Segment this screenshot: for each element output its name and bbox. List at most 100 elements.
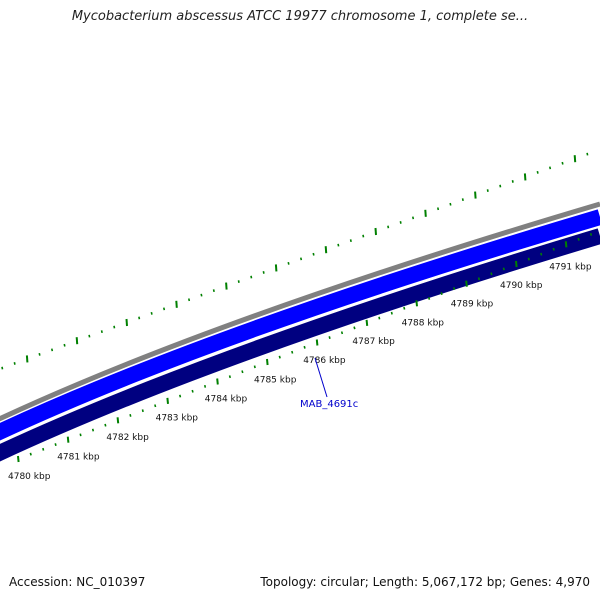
outer-major-tick xyxy=(324,246,328,254)
outer-major-tick xyxy=(573,155,577,163)
outer-minor-tick xyxy=(437,207,440,211)
minor-tick xyxy=(42,447,45,451)
outer-minor-tick xyxy=(38,352,41,356)
outer-minor-tick xyxy=(13,362,16,365)
major-tick xyxy=(266,358,269,366)
minor-tick xyxy=(191,389,194,393)
minor-tick xyxy=(390,311,393,315)
gene-annotation[interactable]: MAB_4691c xyxy=(300,357,358,410)
minor-tick xyxy=(552,247,555,251)
outer-minor-tick xyxy=(51,348,54,352)
minor-tick xyxy=(291,350,294,354)
gene-leader-line xyxy=(314,357,328,398)
scale-label: 4783 kbp xyxy=(156,414,199,424)
minor-tick xyxy=(278,355,281,359)
outer-major-tick xyxy=(274,264,278,272)
outer-minor-tick xyxy=(300,257,303,261)
outer-minor-tick xyxy=(387,225,390,229)
outer-minor-tick xyxy=(511,180,514,183)
outer-minor-tick xyxy=(461,198,464,202)
minor-tick xyxy=(378,316,381,320)
accession-text: Accession: NC_010397 xyxy=(9,575,146,589)
minor-tick xyxy=(29,452,32,456)
minor-tick xyxy=(141,409,144,413)
minor-tick xyxy=(403,306,406,310)
outer-minor-tick xyxy=(150,311,153,315)
outer-minor-tick xyxy=(262,271,265,274)
outer-minor-tick xyxy=(200,293,203,297)
outer-minor-tick xyxy=(399,221,402,224)
minor-tick xyxy=(228,375,231,379)
minor-tick xyxy=(54,443,57,446)
outer-minor-tick xyxy=(113,325,116,329)
minor-tick xyxy=(340,331,344,335)
minor-tick xyxy=(154,404,157,408)
minor-tick xyxy=(589,233,593,236)
outer-minor-tick xyxy=(362,234,365,238)
minor-tick xyxy=(303,345,306,349)
scale-label: 4781 kbp xyxy=(57,452,100,462)
major-tick xyxy=(415,300,418,307)
outer-minor-tick xyxy=(63,343,66,347)
reverse-strand-track[interactable] xyxy=(0,228,600,462)
outer-minor-tick xyxy=(250,275,253,279)
scale-label: 4785 kbp xyxy=(254,375,297,385)
outer-minor-tick xyxy=(536,170,539,174)
outer-major-tick xyxy=(374,227,377,236)
scale-label: 4787 kbp xyxy=(352,337,395,347)
minor-tick xyxy=(79,433,82,437)
outer-minor-tick xyxy=(349,239,352,243)
outer-minor-tick xyxy=(337,243,340,247)
minor-tick xyxy=(179,394,182,398)
scale-label: 4791 kbp xyxy=(549,262,592,272)
minor-tick xyxy=(91,428,95,432)
outer-minor-tick xyxy=(1,366,4,370)
gene-label[interactable]: MAB_4691c xyxy=(300,399,358,410)
map-title: Mycobacterium abscessus ATCC 19977 chrom… xyxy=(71,9,529,24)
major-tick xyxy=(166,397,169,404)
minor-tick xyxy=(241,370,244,374)
outer-minor-tick xyxy=(188,298,191,302)
major-tick xyxy=(66,436,70,443)
outer-minor-tick xyxy=(163,307,166,311)
outer-minor-tick xyxy=(499,184,502,188)
outer-ring-line xyxy=(0,201,600,422)
major-tick xyxy=(17,455,20,463)
minor-tick xyxy=(490,272,493,276)
outer-minor-tick xyxy=(549,166,552,170)
scale-label: 4784 kbp xyxy=(205,394,248,404)
forward-strand-track[interactable] xyxy=(0,209,600,441)
minor-tick xyxy=(527,257,530,261)
scale-label: 4788 kbp xyxy=(402,318,445,328)
minor-tick xyxy=(204,384,207,388)
outer-minor-tick xyxy=(88,334,91,338)
scale-labels: 4780 kbp 4781 kbp 4782 kbp 4783 kbp 4784 kbp… xyxy=(8,262,592,482)
minor-tick xyxy=(428,297,431,300)
outer-minor-tick xyxy=(586,152,589,156)
minor-tick xyxy=(453,287,456,290)
major-tick xyxy=(216,378,219,385)
summary-text: Topology: circular; Length: 5,067,172 bp… xyxy=(260,575,590,589)
outer-minor-tick xyxy=(138,316,141,320)
minor-tick xyxy=(328,336,331,339)
minor-tick xyxy=(129,414,132,417)
outer-minor-tick xyxy=(212,289,215,293)
inner-tick-track xyxy=(17,233,593,463)
major-tick xyxy=(465,280,468,287)
scale-label: 4790 kbp xyxy=(500,281,543,291)
outer-minor-tick xyxy=(312,252,315,256)
scale-label: 4789 kbp xyxy=(451,300,494,310)
outer-major-tick xyxy=(125,318,128,327)
outer-major-tick xyxy=(424,209,427,217)
minor-tick xyxy=(440,292,443,295)
outer-minor-tick xyxy=(100,330,103,334)
outer-major-tick xyxy=(225,282,228,290)
outer-major-tick xyxy=(474,191,477,199)
minor-tick xyxy=(477,277,481,281)
outer-major-tick xyxy=(175,300,178,308)
minor-tick xyxy=(253,365,256,369)
outer-tick-track xyxy=(1,152,589,370)
major-tick xyxy=(515,260,518,268)
minor-tick xyxy=(502,267,505,271)
